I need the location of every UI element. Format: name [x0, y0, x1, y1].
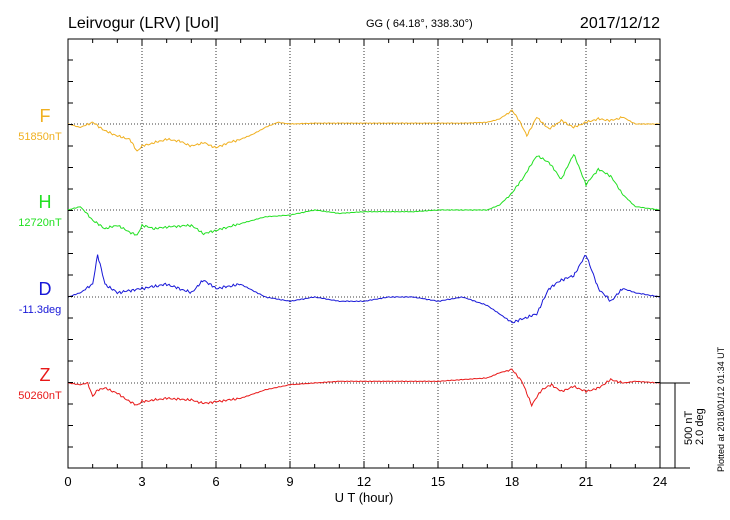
channel-name: H	[39, 192, 52, 212]
plot-frame	[67, 38, 661, 469]
channel-baseline-value: 51850nT	[18, 131, 62, 143]
x-tick-label: 6	[212, 474, 219, 489]
series-line-h	[67, 153, 661, 236]
scale-deg-label: 2.0 deg	[694, 408, 706, 445]
channel-name: Z	[40, 365, 51, 385]
x-tick-label: 12	[357, 474, 371, 489]
channel-name: F	[40, 106, 51, 126]
station-title: Leirvogur (LRV) [UoI]	[68, 15, 219, 32]
series-line-z	[67, 368, 660, 408]
x-tick-label: 24	[653, 474, 667, 489]
channel-name: D	[39, 279, 52, 299]
x-tick-label: 15	[431, 474, 445, 489]
channel-baseline-value: 50260nT	[18, 390, 62, 402]
traces	[67, 109, 661, 408]
channel-baseline-value: -11.3deg	[19, 304, 62, 316]
grid-lines	[141, 39, 587, 468]
plot-date: 2017/12/12	[580, 15, 660, 32]
scale-nt-label: 500 nT	[683, 410, 695, 445]
scale-bar: 500 nT 2.0 deg	[660, 382, 706, 469]
axis-ticks	[67, 39, 661, 468]
channel-labels: F 51850nT H 12720nT D -11.3deg Z 50260nT	[18, 106, 62, 402]
x-tick-label: 21	[579, 474, 593, 489]
x-tick-label: 3	[138, 474, 145, 489]
station-coordinates: GG ( 64.18°, 338.30°)	[366, 18, 473, 30]
series-line-f	[67, 109, 661, 152]
x-axis-label: U T (hour)	[335, 490, 394, 505]
x-tick-label: 0	[64, 474, 71, 489]
x-tick-labels: 0 3 6 9 12 15 18 21 24	[64, 474, 667, 489]
x-tick-label: 9	[286, 474, 293, 489]
series-line-d	[67, 254, 661, 324]
plotted-timestamp: Plotted at 2018/01/12 01:34 UT	[716, 346, 726, 472]
channel-baseline-value: 12720nT	[18, 217, 62, 229]
x-tick-label: 18	[505, 474, 519, 489]
